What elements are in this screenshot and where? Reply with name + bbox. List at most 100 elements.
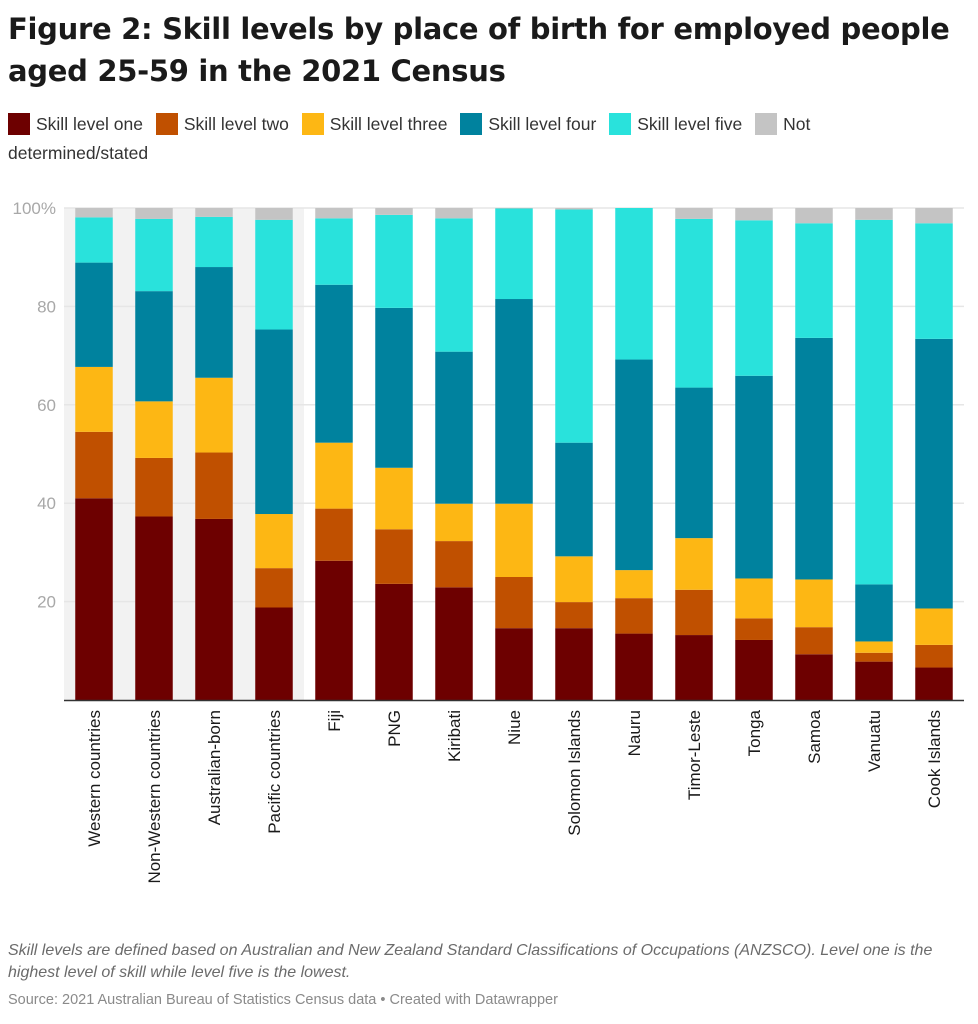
bar-segment [375, 208, 413, 215]
bar-segment [495, 628, 533, 700]
legend-item: Not determined/stated [8, 113, 811, 163]
legend: Skill level one Skill level two Skill le… [8, 110, 908, 168]
chart-note: Skill levels are defined based on Austra… [8, 942, 933, 981]
bar-segment [675, 635, 713, 700]
bar-segment [615, 208, 653, 360]
stacked-bar-chart: 20 40 60 80 100% Western countries Non-Western… [13, 199, 964, 884]
x-tick-label: Timor-Leste [685, 710, 704, 800]
bar-segment [615, 633, 653, 700]
legend-label: Skill level five [637, 114, 743, 134]
bar-segment [495, 208, 533, 300]
bar-segment [675, 387, 713, 539]
bar-segment [555, 602, 593, 629]
legend-swatch [155, 113, 178, 135]
bar-segment [75, 431, 113, 499]
bar-segment [195, 267, 233, 378]
y-tick-label: 100% [13, 199, 56, 218]
bar-segment [435, 503, 473, 542]
legend-label: Skill level four [488, 114, 597, 134]
x-tick-label: Nauru [625, 710, 644, 756]
legend-swatch [8, 113, 30, 135]
bar-segment [255, 514, 293, 569]
bar-segment [135, 516, 173, 700]
bar-segment [315, 442, 353, 509]
legend-label: Not determined/stated [8, 114, 811, 163]
bar-segment [75, 217, 113, 263]
bar-segment [735, 578, 773, 619]
bar-segment [855, 661, 893, 700]
bar-segment [735, 639, 773, 700]
bar-segment [435, 218, 473, 352]
bar-segment [735, 375, 773, 579]
bar-segment [195, 377, 233, 453]
bar-segment [75, 498, 113, 700]
bar-segment [255, 607, 293, 700]
bar-segment [315, 284, 353, 443]
bar-segment [195, 518, 233, 700]
legend-item: Skill level two [155, 113, 289, 135]
bar-segment [315, 208, 353, 219]
bar-segment [135, 218, 173, 292]
bar-segment [795, 208, 833, 224]
x-tick-label: Vanuatu [865, 710, 884, 772]
bar-segment [375, 307, 413, 468]
bar-segment [675, 208, 713, 219]
bar-segment [795, 223, 833, 338]
bar-segment [75, 208, 113, 218]
bar-segment [555, 442, 593, 557]
x-tick-label: Samoa [805, 709, 824, 763]
x-tick-label: Niue [505, 710, 524, 745]
bar-segment [435, 587, 473, 700]
bar-segment [795, 579, 833, 628]
bar-segment [195, 452, 233, 519]
bar-segment [555, 556, 593, 603]
bar-segment [135, 291, 173, 402]
legend-item: Skill level three [301, 113, 448, 135]
legend-item: Skill level five [609, 113, 743, 135]
bar-segment [255, 568, 293, 608]
bar-segment [315, 508, 353, 561]
bar-segment [135, 457, 173, 517]
chart-source: Source: 2021 Australian Bureau of Statis… [8, 992, 558, 1008]
bar-segment [915, 223, 953, 339]
bar-segment [75, 262, 113, 367]
x-tick-label: Non-Western countries [145, 710, 164, 884]
bar-segment [915, 667, 953, 700]
x-tick-label: PNG [385, 710, 404, 747]
x-tick-label: Solomon Islands [565, 710, 584, 836]
bar-segment [675, 538, 713, 590]
legend-label: Skill level two [183, 114, 289, 134]
bar-segment [555, 208, 593, 210]
bar-segment [195, 208, 233, 217]
bar-segment [675, 589, 713, 636]
x-tick-label: Fiji [325, 710, 344, 732]
legend-label: Skill level three [329, 114, 448, 134]
bar-segment [375, 583, 413, 700]
bar-segment [375, 467, 413, 530]
bar-segment [615, 359, 653, 571]
y-tick-label: 20 [37, 593, 56, 612]
bar-segment [915, 608, 953, 645]
bar-segment [555, 209, 593, 443]
legend-swatch [301, 113, 324, 135]
bar-segment [735, 220, 773, 376]
bar-segment [435, 208, 473, 219]
bar-segment [375, 529, 413, 584]
x-tick-label: Kiribati [445, 710, 464, 762]
bar-segment [555, 628, 593, 700]
bar-segment [855, 208, 893, 220]
bar-segment [735, 208, 773, 221]
bar-segment [75, 366, 113, 432]
x-tick-label: Australian-born [205, 710, 224, 825]
bar-segment [495, 299, 533, 504]
bar-segment [135, 401, 173, 458]
bar-segment [615, 570, 653, 599]
legend-swatch [460, 113, 483, 135]
bar-segment [675, 218, 713, 388]
bar-segment [795, 654, 833, 700]
bar-segment [315, 218, 353, 285]
y-tick-label: 80 [37, 297, 56, 316]
x-tick-label: Tonga [745, 709, 764, 756]
legend-label: Skill level one [36, 114, 143, 134]
bar-segment [915, 208, 953, 224]
